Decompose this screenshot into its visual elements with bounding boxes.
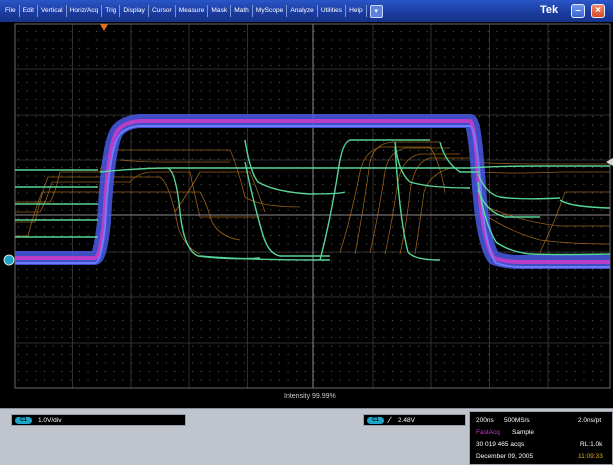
menu-bar: File Edit Vertical Horiz/Acq Trig Display Curs… [0,0,613,23]
menu-item-display[interactable]: Display [120,5,149,17]
rising-edge-icon: ∕ [389,415,391,425]
sample-rate: 500MS/s [504,417,530,424]
menu-item-myscope[interactable]: MyScope [253,5,288,17]
trigger-level-marker-icon[interactable] [606,158,613,166]
graticule-and-waveforms [3,23,613,389]
close-icon: × [595,5,601,16]
menu-item-mask[interactable]: Mask [208,5,232,17]
trigger-source-badge: C1 [367,417,384,424]
minimize-button[interactable]: – [571,4,585,18]
chevron-down-icon[interactable]: ▾ [369,4,383,18]
brand-logo: Tek [540,4,559,16]
menu-item-analyze[interactable]: Analyze [287,5,318,17]
ch1-badge: C1 [15,417,32,424]
menu-item-file[interactable]: File [2,5,20,17]
close-button[interactable]: × [591,4,605,18]
status-panel: C1 1.0V/div C1 ∕ 2.48V 200ns 500MS/s 2.0… [0,408,613,465]
time-per-point: 2.0ns/pt [578,417,602,424]
graticule-center-axes [15,24,610,388]
trigger-marker-icon[interactable] [100,24,108,31]
menu-item-math[interactable]: Math [231,5,253,17]
acquisition-readout[interactable]: 200ns 500MS/s 2.0ns/pt FastAcq Sample 30… [469,411,613,465]
acquisition-count: 30 019 465 acqs [476,441,525,448]
minimize-icon: – [575,5,581,16]
ch1-scale-readout[interactable]: C1 1.0V/div [11,414,186,426]
menu-item-help[interactable]: Help [346,5,367,17]
menu: File Edit Vertical Horiz/Acq Trig Display Curs… [2,0,383,22]
ch1-scale: 1.0V/div [38,417,62,424]
horizontal-scale: 200ns [476,417,494,424]
menu-item-measure[interactable]: Measure [176,5,209,17]
menu-item-horiz-acq[interactable]: Horiz/Acq [67,5,103,17]
menu-item-utilities[interactable]: Utilities [318,5,347,17]
date: December 09, 2005 [476,453,534,460]
menu-item-edit[interactable]: Edit [20,5,38,17]
menu-item-trig[interactable]: Trig [102,5,121,17]
trigger-readout[interactable]: C1 ∕ 2.48V [363,414,466,426]
channel-ground-marker-icon[interactable] [3,254,15,266]
acquisition-sample: Sample [512,429,535,436]
graticule-border [14,23,611,389]
menu-item-vertical[interactable]: Vertical [38,5,67,17]
trigger-level: 2.48V [398,417,415,424]
waveform-green-traces [15,139,611,261]
time: 11:09:33 [578,453,603,460]
record-length: RL:1.0k [580,441,603,448]
intensity-readout: Intensity 99.99% [284,393,336,400]
waveform-display[interactable]: Intensity 99.99% [0,22,613,408]
menu-item-cursor[interactable]: Cursor [149,5,176,17]
acquisition-mode: FastAcq [476,429,500,436]
waveform-main-pulse [15,114,610,269]
